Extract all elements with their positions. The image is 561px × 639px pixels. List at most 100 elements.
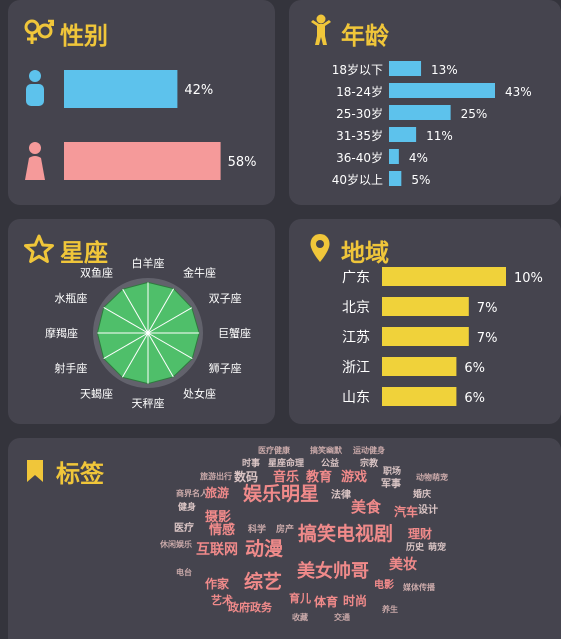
radar-spoke [147,332,174,378]
tags-title: 标签 [56,460,104,488]
zodiac-label: 金牛座 [183,265,216,279]
age-value-label: 25% [461,107,488,121]
region-category-label: 山东 [342,390,370,406]
age-category-label: 18-24岁 [336,84,383,99]
age-bar [389,149,399,164]
region-value-label: 7% [477,331,498,346]
tag-word: 养生 [382,605,398,614]
region-category-label: 浙江 [342,360,370,376]
region-category-label: 江苏 [342,330,370,346]
tag-word: 搞笑电视剧 [298,523,394,545]
tag-word: 电影 [374,580,394,591]
gender-bar [64,142,221,180]
tag-word: 运动健身 [353,446,385,455]
region-chart: 广东 10% 北京 7% 江苏 7% 浙江 6% 山东 6% [342,267,543,406]
tag-word: 政府政务 [228,601,272,614]
tag-word: 动漫 [245,538,284,560]
tag-word: 美女帅哥 [297,561,369,582]
tag-word: 育儿 [289,592,311,605]
tag-word: 时事 [242,459,261,469]
gender-icon [24,19,54,44]
tag-word: 星座命理 [268,459,305,469]
radar-spoke [147,332,193,360]
tag-word: 法律 [331,490,351,501]
tag-word: 宗教 [360,459,379,469]
zodiac-label: 巨蟹座 [218,326,251,340]
tag-word: 数码 [234,470,259,484]
zodiac-label: 处女座 [183,387,216,401]
tag-word: 娱乐明星 [243,483,320,505]
radar-spoke [122,288,149,334]
tag-word: 体育 [314,595,339,609]
zodiac-label: 水瓶座 [54,291,87,305]
region-panel: 地域 广东 10% 北京 7% 江苏 7% 浙江 6% 山东 6% [289,219,561,424]
age-bar [389,127,417,142]
tag-word: 科学 [248,525,267,535]
age-value-label: 13% [431,63,458,77]
radar-spoke [147,288,175,334]
region-bar [382,327,469,346]
tag-word: 健身 [178,503,197,513]
gender-value-label: 42% [184,83,213,98]
zodiac-label: 摩羯座 [45,326,78,340]
person-icon [311,14,331,45]
tag-word: 游戏 [341,470,368,485]
gender-bar [64,70,178,108]
gender-panel: 性别 42% 58% [8,0,275,205]
zodiac-label: 双子座 [209,291,242,305]
region-bar [382,387,457,406]
tag-word: 休闲娱乐 [160,540,192,549]
region-category-label: 广东 [342,270,370,286]
age-chart: 18岁以下 13% 18-24岁 43% 25-30岁 25% 31-35岁 11% 36-40… [332,61,532,187]
age-value-label: 5% [411,173,430,187]
tag-word: 动物萌宠 [416,473,448,482]
tag-word: 艺术 [211,594,233,607]
tag-word: 教育 [306,470,333,485]
zodiac-label: 射手座 [54,361,87,375]
tag-word: 美食 [351,498,382,516]
tag-word: 收藏 [292,613,308,622]
age-value-label: 43% [505,85,532,99]
tag-word: 理财 [408,527,433,541]
tag-word: 旅游出行 [200,472,232,481]
radar-spoke [121,332,149,378]
age-category-label: 36-40岁 [336,150,383,165]
tag-word: 汽车 [394,505,419,519]
age-category-label: 40岁以上 [332,172,383,187]
age-category-label: 31-35岁 [336,128,383,143]
age-category-label: 18岁以下 [332,62,383,77]
tag-word: 医疗 [174,523,194,534]
female-figure-icon [25,142,45,180]
tag-word: 情感 [209,523,236,538]
region-title: 地域 [341,239,389,267]
tag-word: 作家 [205,577,230,591]
age-bar [389,61,422,76]
tag-word: 综艺 [244,571,283,593]
radar-spoke [147,307,193,334]
age-bar [389,105,451,120]
tag-cloud: 医疗健康 搞笑幽默 运动健身 时事 星座命理 公益 宗教 旅游出行 数码 音乐 教育 游戏 职场 军事 动物… [8,438,561,639]
tag-word: 音乐 [273,470,300,485]
tag-word: 电台 [176,568,192,577]
age-category-label: 25-30岁 [336,106,383,121]
tag-word: 房产 [276,525,295,535]
tag-word: 职场 [383,467,402,477]
tags-panel: 标签 医疗健康 搞笑幽默 运动健身 时事 星座命理 公益 宗教 旅游出行 数码 音乐 教育 游戏 职场军… [8,438,561,639]
zodiac-label: 双鱼座 [80,265,113,279]
tag-word: 交通 [334,613,350,622]
zodiac-label: 天秤座 [132,396,165,410]
bookmark-icon [27,460,43,482]
age-title: 年龄 [341,22,389,50]
location-pin-icon [310,234,330,262]
region-value-label: 6% [464,361,485,376]
tag-word: 医疗健康 [258,446,290,455]
age-value-label: 11% [426,129,453,143]
tag-word: 公益 [321,459,340,469]
gender-value-label: 58% [228,155,257,170]
region-value-label: 7% [477,301,498,316]
region-bar [382,357,457,376]
tag-word: 美妆 [389,557,417,573]
zodiac-label: 天蝎座 [80,387,113,401]
tag-word: 时尚 [343,594,368,608]
